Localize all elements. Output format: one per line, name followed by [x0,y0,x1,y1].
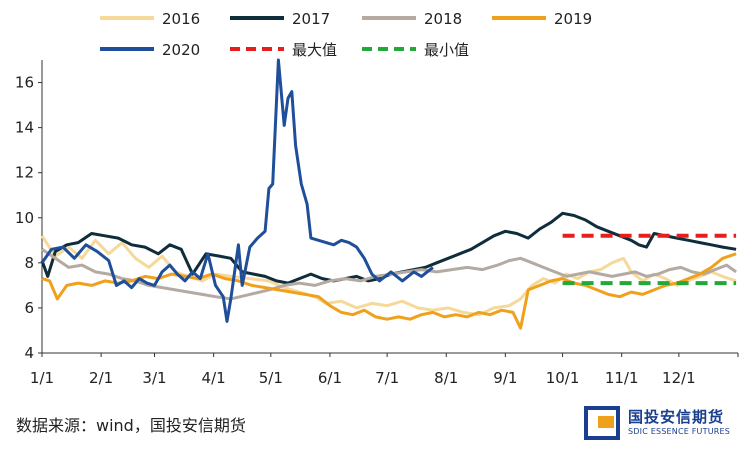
x-tick-label: 7/1 [375,369,399,387]
logo-mark-icon [584,406,620,440]
data-source-note: 数据来源：wind，国投安信期货 [16,416,246,435]
legend-label: 2017 [292,10,330,28]
x-tick-label: 9/1 [493,369,517,387]
y-tick-label: 16 [15,74,34,92]
legend-label: 2019 [554,10,592,28]
legend-label: 最小值 [424,41,469,59]
x-tick-label: 6/1 [318,369,342,387]
y-tick-label: 8 [24,254,34,272]
legend-label: 2020 [162,41,200,59]
y-tick-label: 4 [24,344,34,362]
legend: 2016 2017 2018 2019 2020 最大值 最小值 [100,10,592,59]
series-line-0 [40,234,737,317]
series-line-2 [41,248,737,301]
y-tick-label: 10 [15,209,34,227]
y-tick-label: 14 [15,119,34,137]
x-tick-label: 11/1 [605,369,639,387]
logo-text-en: SDIC ESSENCE FUTURES [628,427,731,436]
company-logo: 国投安信期货 SDIC ESSENCE FUTURES [584,404,744,444]
legend-label: 最大值 [292,41,337,59]
x-tick-label: 12/1 [662,369,696,387]
x-tick-label: 2/1 [89,369,113,387]
series-line-3 [41,252,737,330]
series-line-4 [40,58,434,323]
y-tick-label: 6 [24,299,34,317]
x-tick-label: 5/1 [259,369,283,387]
legend-label: 2016 [162,10,200,28]
x-tick-label: 3/1 [142,369,166,387]
x-tick-label: 10/1 [546,369,580,387]
x-tick-label: 8/1 [434,369,458,387]
plot-area [40,58,737,330]
logo-text-cn: 国投安信期货 [628,408,725,426]
x-tick-label: 4/1 [202,369,226,387]
x-tick-label: 1/1 [30,369,54,387]
legend-label: 2018 [424,10,462,28]
axes: 4 6 8 10 12 14 16 1/1 2/1 3/1 4/1 5/1 6/1 7/1 8/1 9/1 10… [15,60,739,387]
y-tick-label: 12 [15,164,34,182]
